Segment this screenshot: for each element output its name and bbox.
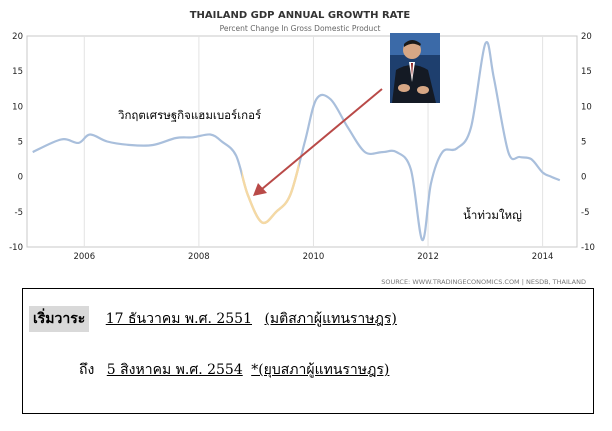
term-start-note: (มติสภาผู้แทนราษฎร) [264, 311, 397, 327]
y-tick-label-left: -5 [15, 208, 23, 218]
y-axis-left-ticks: -10 -5 0 5 10 15 20 [9, 32, 23, 253]
gdp-growth-line [32, 40, 561, 242]
portrait-photo [390, 33, 440, 103]
y-axis-right-ticks: -10 -5 0 5 10 15 20 [581, 32, 595, 253]
plot-border [26, 35, 578, 248]
term-end-prefix: ถึง [79, 362, 95, 378]
y-tick-label-right: 5 [581, 138, 586, 148]
y-tick-label-right: -10 [581, 243, 595, 253]
y-tick-label-left: 5 [18, 138, 23, 148]
y-tick-label-right: 15 [581, 67, 592, 77]
chart-source: SOURCE: WWW.TRADINGECONOMICS.COM | NESDB… [381, 278, 586, 286]
chart-subtitle: Percent Change In Gross Domestic Product [220, 24, 381, 33]
term-start-label: เริ่มวาระ [29, 306, 90, 332]
term-end-note: *(ยุบสภาผู้แทนราษฎร) [251, 362, 390, 378]
y-tick-label-left: -10 [9, 243, 23, 253]
term-info-box: เริ่มวาระ 17 ธันวาคม พ.ศ. 2551 (มติสภาผู… [22, 288, 594, 414]
series-lines [32, 40, 561, 242]
gdp-growth-chart: THAILAND GDP ANNUAL GROWTH RATE Percent … [9, 10, 595, 286]
y-tick-label-right: -5 [581, 208, 589, 218]
crisis-annotation: วิกฤตเศรษฐกิจแฮมเบอร์เกอร์ [117, 108, 261, 122]
y-tick-label-right: 10 [581, 102, 592, 112]
flood-annotation: น้ำท่วมใหญ่ [463, 207, 522, 222]
y-tick-label-left: 10 [12, 102, 23, 112]
term-start-row: เริ่มวาระ 17 ธันวาคม พ.ศ. 2551 (มติสภาผู… [29, 306, 397, 332]
chart-title: THAILAND GDP ANNUAL GROWTH RATE [190, 10, 411, 21]
pointer-arrow [253, 88, 383, 196]
y-tick-label-left: 15 [12, 67, 23, 77]
y-tick-label-left: 0 [18, 173, 23, 183]
x-tick-label: 2014 [532, 252, 554, 262]
x-tick-label: 2012 [417, 252, 439, 262]
term-end-date: 5 สิงหาคม พ.ศ. 2554 [106, 362, 243, 378]
y-tick-label-right: 20 [581, 32, 592, 42]
x-tick-label: 2006 [73, 252, 95, 262]
x-axis-ticks: 2006 2008 2010 2012 2014 [73, 252, 553, 262]
term-end-row: ถึง 5 สิงหาคม พ.ศ. 2554 *(ยุบสภาผู้แทนรา… [79, 359, 389, 381]
y-tick-label-left: 20 [12, 32, 23, 42]
y-tick-label-right: 0 [581, 173, 586, 183]
x-tick-label: 2008 [188, 252, 210, 262]
term-start-date: 17 ธันวาคม พ.ศ. 2551 [105, 311, 252, 327]
x-tick-label: 2010 [303, 252, 325, 262]
